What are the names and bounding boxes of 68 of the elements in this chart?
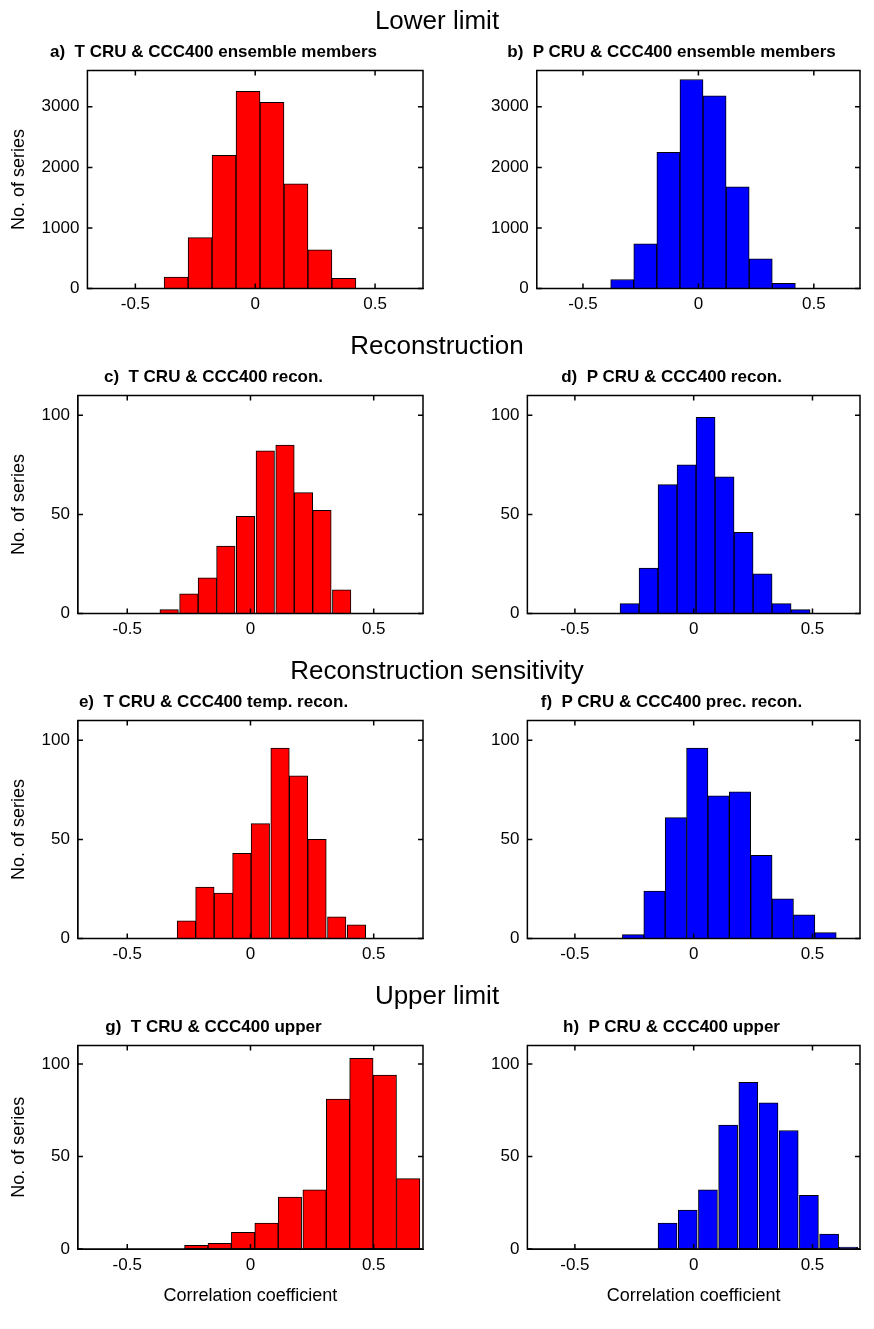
x-tick-label: 0.5	[800, 619, 825, 639]
chart-title: f) P CRU & CCC400 prec. recon.	[540, 691, 803, 711]
y-tick-label: 100	[490, 1053, 520, 1073]
x-tick-label: 0.5	[363, 294, 387, 314]
y-tick-label: 2000	[41, 157, 80, 177]
y-tick-label: 50	[500, 504, 520, 524]
x-tick-label: 0	[693, 294, 704, 314]
x-tick-label: -0.5	[568, 294, 598, 314]
x-tick-label: 0	[245, 944, 256, 964]
y-tick-label: 50	[51, 1146, 70, 1166]
y-tick-label: 100	[490, 404, 520, 424]
text: Lower limit	[373, 4, 501, 37]
x-tick-label: -0.5	[560, 944, 590, 964]
chart-title: b) P CRU & CCC400 ensemble members	[507, 41, 836, 61]
y-tick-label: 0	[60, 603, 70, 623]
y-tick-label: 0	[60, 928, 70, 948]
y-tick-label: 100	[41, 729, 70, 749]
x-tick-label: 0	[245, 1254, 256, 1274]
x-tick-label: -0.5	[112, 619, 142, 639]
y-tick-label: 100	[41, 404, 70, 424]
y-tick-label: 0	[509, 1238, 520, 1258]
y-axis-title: No. of series	[7, 1096, 28, 1198]
y-axis-title: No. of series	[7, 453, 28, 556]
chart-title: c) T CRU & CCC400 recon.	[103, 366, 324, 386]
y-tick-label: 50	[51, 829, 70, 849]
text: Upper limit	[373, 979, 501, 1012]
y-tick-label: 50	[500, 1146, 520, 1166]
chart-title: d) P CRU & CCC400 recon.	[561, 366, 782, 386]
y-tick-label: 50	[51, 504, 70, 524]
x-tick-label: 0.5	[361, 1254, 386, 1274]
x-axis-title: Correlation coefficient	[163, 1285, 338, 1306]
x-tick-label: -0.5	[560, 619, 590, 639]
y-tick-label: 100	[490, 729, 520, 749]
x-tick-label: -0.5	[112, 944, 142, 964]
y-tick-label: 1000	[490, 217, 529, 237]
y-tick-label: 0	[509, 603, 520, 623]
y-axis-title: No. of series	[7, 778, 28, 881]
chart-title: h) P CRU & CCC400 upper	[563, 1016, 781, 1036]
chart-title: g) T CRU & CCC400 upper	[105, 1016, 323, 1036]
x-tick-label: 0.5	[802, 294, 826, 314]
x-tick-label: 0.5	[800, 944, 825, 964]
y-tick-label: 50	[500, 829, 520, 849]
x-tick-label: -0.5	[120, 294, 151, 314]
y-axis-title: No. of series	[7, 128, 28, 231]
x-axis-title: Correlation coefficient	[606, 1285, 781, 1306]
x-tick-label: 0.5	[361, 944, 386, 964]
x-tick-label: 0	[250, 294, 260, 314]
y-tick-label: 0	[69, 278, 80, 298]
x-tick-label: 0	[245, 619, 256, 639]
y-tick-label: 1000	[41, 217, 80, 237]
y-tick-label: 0	[509, 928, 520, 948]
y-tick-label: 3000	[490, 96, 529, 116]
x-tick-label: 0.5	[361, 619, 386, 639]
x-tick-label: 0	[688, 1254, 699, 1274]
y-tick-label: 0	[519, 278, 529, 298]
chart-title: a) T CRU & CCC400 ensemble members	[50, 41, 377, 61]
x-tick-label: 0	[688, 944, 699, 964]
text: Reconstruction	[349, 329, 525, 362]
x-tick-label: 0	[688, 619, 699, 639]
y-tick-label: 100	[41, 1053, 70, 1073]
chart-title: e) T CRU & CCC400 temp. recon.	[78, 691, 349, 711]
x-tick-label: 0.5	[800, 1254, 825, 1274]
x-tick-label: -0.5	[112, 1254, 142, 1274]
y-tick-label: 0	[60, 1238, 70, 1258]
y-tick-label: 3000	[41, 96, 80, 116]
x-tick-label: -0.5	[560, 1254, 590, 1274]
text: Reconstruction sensitivity	[289, 654, 585, 687]
y-tick-label: 2000	[490, 157, 529, 177]
